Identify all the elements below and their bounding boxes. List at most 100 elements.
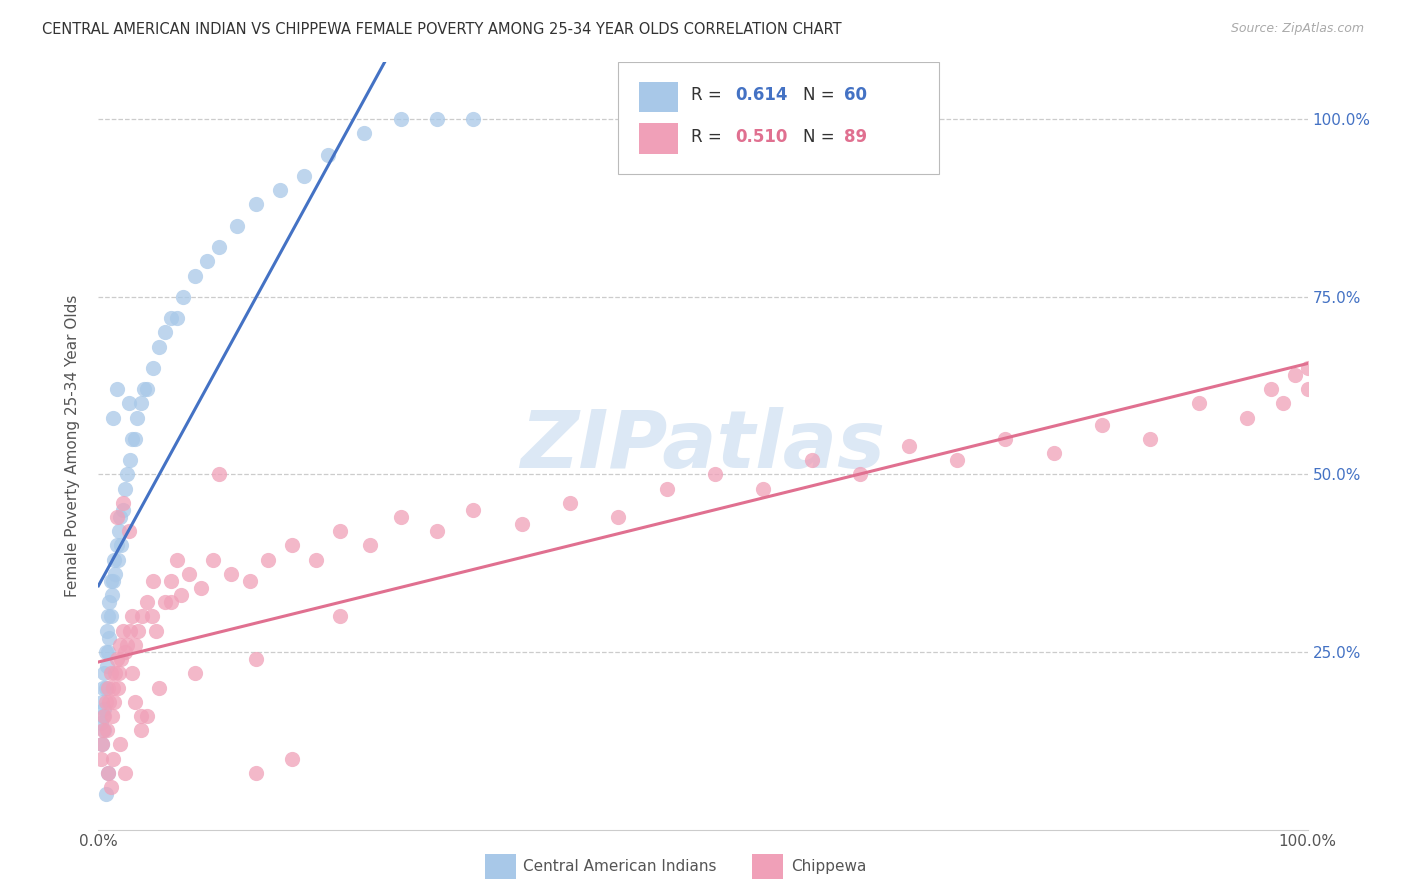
Text: N =: N =	[803, 87, 841, 104]
Point	[97, 645, 120, 659]
Point	[1042, 446, 1064, 460]
Point	[127, 624, 149, 638]
Point	[426, 112, 449, 127]
Point	[202, 552, 225, 566]
Point	[148, 681, 170, 695]
Point	[389, 112, 412, 127]
Point	[245, 765, 267, 780]
Point	[463, 503, 485, 517]
Text: ZIPatlas: ZIPatlas	[520, 407, 886, 485]
Point	[1296, 382, 1319, 396]
Point	[221, 566, 243, 581]
Point	[103, 552, 125, 566]
Point	[100, 609, 122, 624]
FancyBboxPatch shape	[638, 123, 678, 153]
Point	[190, 581, 212, 595]
FancyBboxPatch shape	[638, 81, 678, 112]
Point	[96, 659, 118, 673]
Point	[135, 709, 157, 723]
Point	[179, 566, 201, 581]
Point	[91, 695, 114, 709]
Point	[245, 652, 267, 666]
Point	[100, 574, 122, 588]
Point	[118, 624, 141, 638]
Point	[110, 538, 132, 552]
Point	[121, 432, 143, 446]
Point	[100, 666, 122, 681]
Point	[114, 765, 136, 780]
Point	[281, 538, 304, 552]
Point	[100, 709, 122, 723]
Text: CENTRAL AMERICAN INDIAN VS CHIPPEWA FEMALE POVERTY AMONG 25-34 YEAR OLDS CORRELA: CENTRAL AMERICAN INDIAN VS CHIPPEWA FEMA…	[42, 22, 842, 37]
Point	[110, 652, 132, 666]
Point	[103, 695, 125, 709]
Point	[558, 496, 581, 510]
Point	[463, 112, 485, 127]
Point	[135, 595, 157, 609]
Point	[305, 552, 328, 566]
Point	[129, 723, 152, 738]
Point	[292, 169, 315, 183]
Point	[245, 197, 267, 211]
Point	[98, 631, 121, 645]
Point	[172, 290, 194, 304]
Point	[104, 566, 127, 581]
Text: 60: 60	[845, 87, 868, 104]
Point	[104, 666, 127, 681]
Point	[93, 702, 115, 716]
Point	[94, 695, 117, 709]
Point	[800, 453, 823, 467]
Point	[111, 624, 134, 638]
Point	[101, 681, 124, 695]
Point	[96, 624, 118, 638]
Point	[426, 524, 449, 539]
Text: R =: R =	[690, 87, 727, 104]
Point	[105, 652, 128, 666]
Point	[90, 751, 112, 765]
Point	[96, 723, 118, 738]
Point	[994, 432, 1017, 446]
Point	[256, 552, 278, 566]
Point	[111, 503, 134, 517]
Point	[118, 524, 141, 539]
Point	[129, 396, 152, 410]
Point	[1296, 360, 1319, 375]
Point	[897, 439, 920, 453]
Point	[91, 737, 114, 751]
Point	[91, 709, 114, 723]
Point	[101, 574, 124, 588]
Point	[121, 666, 143, 681]
Point	[118, 396, 141, 410]
Point	[108, 666, 131, 681]
Point	[105, 382, 128, 396]
Point	[226, 219, 249, 233]
Point	[111, 496, 134, 510]
Point	[91, 681, 114, 695]
Point	[108, 638, 131, 652]
Point	[105, 538, 128, 552]
Text: 89: 89	[845, 128, 868, 146]
Point	[153, 326, 176, 340]
Point	[108, 524, 131, 539]
Point	[169, 588, 191, 602]
Point	[153, 595, 176, 609]
Point	[108, 510, 131, 524]
Point	[184, 666, 207, 681]
Point	[269, 183, 291, 197]
Point	[752, 482, 775, 496]
Point	[100, 780, 122, 794]
Point	[849, 467, 872, 482]
Point	[145, 624, 167, 638]
Point	[141, 609, 163, 624]
Point	[117, 467, 139, 482]
Point	[93, 666, 115, 681]
Point	[1139, 432, 1161, 446]
Point	[97, 681, 120, 695]
Point	[360, 538, 382, 552]
Point	[510, 517, 533, 532]
Text: R =: R =	[690, 128, 727, 146]
Point	[208, 240, 231, 254]
Point	[389, 510, 412, 524]
Y-axis label: Female Poverty Among 25-34 Year Olds: Female Poverty Among 25-34 Year Olds	[65, 295, 80, 597]
Text: Source: ZipAtlas.com: Source: ZipAtlas.com	[1230, 22, 1364, 36]
